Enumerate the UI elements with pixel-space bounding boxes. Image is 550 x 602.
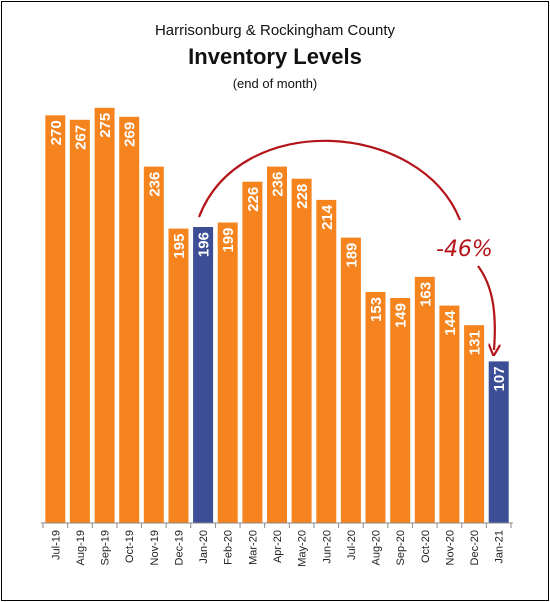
data-label-mar-20: 226 [245, 187, 262, 212]
data-label-apr-20: 236 [270, 172, 287, 197]
data-label-sep-19: 275 [97, 113, 114, 138]
data-label-feb-20: 199 [220, 228, 237, 253]
data-label-oct-19: 269 [122, 122, 139, 147]
x-tick-label-apr-20: Apr-20 [272, 530, 284, 563]
chart-subtitle: Harrisonburg & Rockingham County [154, 22, 396, 39]
bar-may-20 [291, 178, 312, 523]
x-tick-label-jan-20: Jan-20 [198, 530, 210, 564]
data-label-dec-19: 195 [171, 234, 188, 259]
x-tick-label-feb-20: Feb-20 [223, 530, 235, 565]
data-label-aug-20: 153 [368, 297, 385, 322]
bar-nov-20 [439, 305, 460, 523]
bar-aug-19 [69, 119, 90, 524]
x-tick-label-dec-20: Dec-20 [469, 530, 481, 565]
trend-arc [197, 139, 462, 221]
bar-nov-19 [143, 166, 164, 523]
bar-sep-19 [94, 107, 115, 524]
x-tick-label-jul-20: Jul-20 [346, 530, 358, 560]
data-label-dec-20: 131 [467, 330, 484, 355]
x-tick-label-aug-20: Aug-20 [371, 530, 383, 565]
arrow-to-latest [477, 265, 495, 350]
bar-jan-20 [193, 227, 214, 523]
data-label-sep-20: 149 [393, 303, 410, 328]
bar-apr-20 [267, 166, 287, 523]
x-tick-label-may-20: May-20 [297, 530, 309, 567]
data-label-jun-20: 214 [319, 204, 336, 230]
data-label-nov-20: 144 [442, 310, 459, 336]
data-label-jan-21: 107 [491, 366, 508, 391]
bar-oct-19 [119, 116, 140, 524]
x-axis: Jul-19 Aug-19 Sep-19 Oct-19 Nov-19 Dec-19 Jan-… [41, 522, 513, 567]
bar-jun-20 [316, 199, 337, 523]
x-tick-label-nov-19: Nov-19 [149, 530, 161, 565]
x-tick-label-mar-20: Mar-20 [247, 530, 259, 565]
x-tick-label-dec-19: Dec-19 [173, 530, 185, 565]
bar-dec-20 [464, 325, 485, 523]
x-tick-label-nov-20: Nov-20 [444, 530, 456, 565]
x-tick-label-jun-20: Jun-20 [321, 530, 333, 564]
bar-sep-20 [390, 298, 411, 523]
x-tick-label-sep-19: Sep-19 [100, 530, 112, 565]
bar-dec-19 [168, 228, 189, 523]
data-label-jul-19: 270 [48, 120, 65, 145]
chart-title: Inventory Levels [188, 44, 362, 69]
x-tick-label-oct-19: Oct-19 [124, 530, 136, 563]
bar-jul-20 [340, 237, 361, 523]
bar-jan-21 [488, 361, 509, 523]
data-label-oct-20: 163 [417, 282, 434, 307]
data-label-aug-19: 267 [72, 125, 89, 150]
data-label-jan-20: 196 [196, 232, 213, 257]
percent-change-label: -46% [436, 237, 493, 262]
chart-note: (end of month) [232, 76, 318, 91]
bar-mar-20 [242, 181, 263, 523]
x-tick-label-oct-20: Oct-20 [420, 530, 432, 563]
bar-aug-20 [365, 292, 386, 523]
bar-feb-20 [217, 222, 238, 523]
x-tick-label-aug-19: Aug-19 [75, 530, 87, 565]
data-label-nov-19: 236 [146, 172, 163, 197]
bar-oct-20 [414, 276, 435, 523]
annotation-layer: -46% [197, 139, 495, 350]
x-tick-label-sep-20: Sep-20 [395, 530, 407, 565]
bar-jul-19 [45, 115, 66, 524]
x-tick-label-jul-19: Jul-19 [50, 530, 62, 560]
bars-layer: 270 267 275 269 236 195 196 199 226 236 228 214 189 1… [45, 107, 509, 524]
data-label-may-20: 228 [294, 184, 311, 209]
data-label-jul-20: 189 [343, 243, 360, 268]
x-tick-label-jan-21: Jan-21 [494, 530, 506, 564]
